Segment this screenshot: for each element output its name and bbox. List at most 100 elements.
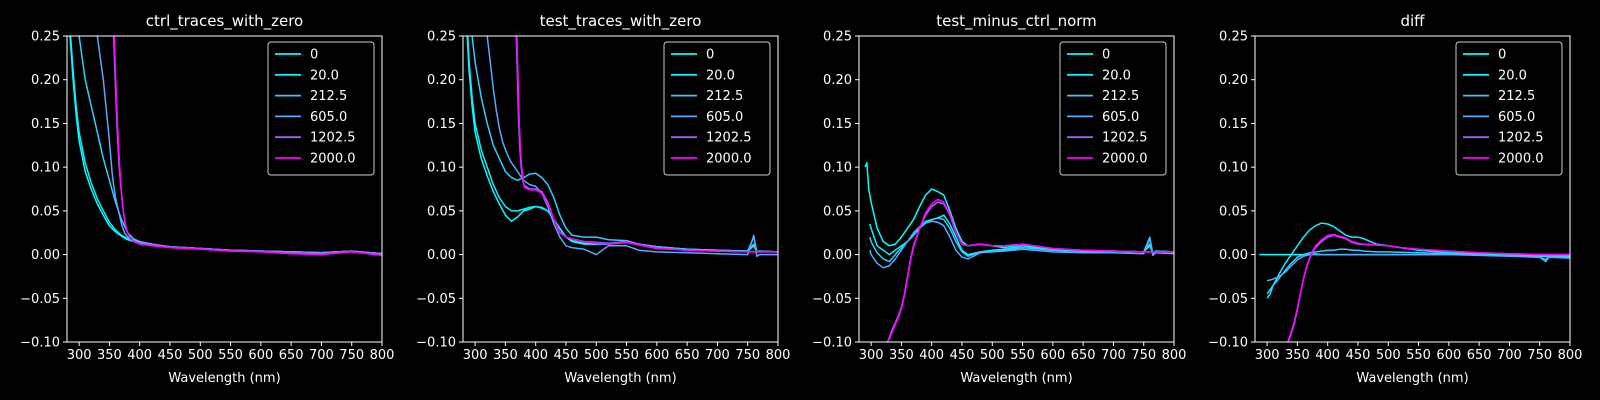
x-tick-label: 750 (339, 348, 364, 363)
series-line-2 (471, 36, 778, 253)
x-tick-label: 800 (766, 348, 791, 363)
x-tick-label: 550 (1010, 348, 1035, 363)
x-tick-label: 350 (97, 348, 122, 363)
x-tick-label: 650 (279, 348, 304, 363)
x-tick-label: 400 (127, 348, 152, 363)
x-tick-label: 700 (309, 348, 334, 363)
axes-frame (66, 35, 383, 343)
x-tick-label: 600 (248, 348, 273, 363)
legend: 0 20.0 212.5 605.0 1202.5 2000.0 (267, 41, 375, 176)
legend: 0 20.0 212.5 605.0 1202.5 2000.0 (1059, 41, 1167, 176)
y-tick-label: −0.10 (20, 336, 60, 351)
axes-frame (1254, 35, 1571, 343)
y-tick-label: 0.20 (427, 73, 456, 88)
x-tick-label: 400 (1315, 348, 1340, 363)
x-tick-label: 600 (644, 348, 669, 363)
series-line-5 (1286, 233, 1570, 342)
chart-title: test_minus_ctrl_norm (936, 12, 1097, 31)
y-tick-label: 0.05 (31, 204, 60, 219)
series-line-5 (516, 36, 778, 253)
y-tick-label: 0.15 (31, 117, 60, 132)
x-tick-label: 600 (1436, 348, 1461, 363)
x-tick-label: 300 (859, 348, 884, 363)
chart-title: test_traces_with_zero (540, 12, 702, 31)
legend-label-5: 2000.0 (706, 152, 752, 167)
y-tick-label: 0.20 (823, 73, 852, 88)
x-tick-label: 300 (463, 348, 488, 363)
chart-panel-1: 300 350 400 450 500 550 600 650 700 750 800 −0.10 −0… (20, 12, 394, 386)
series-line-3 (486, 36, 778, 258)
legend-label-3: 605.0 (706, 110, 743, 125)
y-tick-label: −0.05 (416, 292, 456, 307)
legend-label-2: 212.5 (1102, 89, 1139, 104)
series-line-5 (113, 36, 382, 257)
x-tick-label: 800 (1162, 348, 1187, 363)
y-tick-label: 0.00 (427, 248, 456, 263)
legend: 0 20.0 212.5 605.0 1202.5 2000.0 (1455, 41, 1563, 176)
legend-label-4: 1202.5 (706, 131, 752, 146)
y-tick-label: 0.00 (823, 248, 852, 263)
x-tick-label: 750 (1131, 348, 1156, 363)
y-tick-label: 0.25 (1219, 30, 1248, 45)
x-tick-label: 650 (675, 348, 700, 363)
y-tick-label: 0.10 (31, 161, 60, 176)
chart-title: diff (1400, 12, 1425, 30)
legend-label-0: 0 (1498, 48, 1506, 63)
series-lines (466, 36, 778, 258)
y-tick-label: 0.10 (1219, 161, 1248, 176)
y-tick-label: 0.05 (823, 204, 852, 219)
y-tick-label: −0.05 (812, 292, 852, 307)
x-tick-label: 650 (1071, 348, 1096, 363)
x-tick-label: 400 (919, 348, 944, 363)
chart-title: ctrl_traces_with_zero (146, 12, 303, 31)
legend-label-0: 0 (310, 48, 318, 63)
legend-label-2: 212.5 (1498, 89, 1535, 104)
legend: 0 20.0 212.5 605.0 1202.5 2000.0 (663, 41, 771, 176)
y-tick-label: 0.10 (427, 161, 456, 176)
legend-label-5: 2000.0 (1102, 152, 1148, 167)
y-tick-label: −0.10 (812, 336, 852, 351)
legend-label-5: 2000.0 (310, 152, 356, 167)
legend-label-1: 20.0 (706, 68, 735, 83)
x-tick-label: 500 (980, 348, 1005, 363)
x-tick-label: 550 (1406, 348, 1431, 363)
x-tick-label: 500 (188, 348, 213, 363)
x-tick-label: 550 (218, 348, 243, 363)
x-axis-label: Wavelength (nm) (564, 371, 676, 386)
legend-label-1: 20.0 (1102, 68, 1131, 83)
legend-label-1: 20.0 (310, 68, 339, 83)
series-line-2 (1266, 248, 1570, 295)
x-tick-label: 800 (1558, 348, 1583, 363)
x-tick-label: 500 (1376, 348, 1401, 363)
x-tick-label: 750 (1527, 348, 1552, 363)
y-tick-label: −0.05 (1208, 292, 1248, 307)
y-tick-label: −0.10 (1208, 336, 1248, 351)
legend-label-3: 605.0 (310, 110, 347, 125)
series-lines (69, 36, 382, 257)
chart-panel-3: 300 350 400 450 500 550 600 650 700 750 800 −0.10 −0… (812, 12, 1186, 386)
legend-label-1: 20.0 (1498, 68, 1527, 83)
x-tick-label: 400 (523, 348, 548, 363)
y-tick-label: 0.10 (823, 161, 852, 176)
series-line-1 (1266, 222, 1570, 299)
series-line-4 (886, 201, 1174, 342)
x-tick-label: 550 (614, 348, 639, 363)
y-tick-label: 0.15 (1219, 117, 1248, 132)
y-tick-label: 0.25 (823, 30, 852, 45)
legend-label-0: 0 (706, 48, 714, 63)
x-tick-label: 450 (1346, 348, 1371, 363)
x-tick-label: 750 (735, 348, 760, 363)
x-axis-label: Wavelength (nm) (960, 371, 1072, 386)
series-line-5 (886, 198, 1174, 342)
y-tick-label: 0.00 (31, 248, 60, 263)
series-lines (1259, 222, 1570, 342)
series-lines (864, 162, 1174, 342)
legend-label-4: 1202.5 (1102, 131, 1148, 146)
chart-panel-4: 300 350 400 450 500 550 600 650 700 750 800 −0.10 −0… (1208, 12, 1582, 386)
x-tick-label: 450 (950, 348, 975, 363)
x-axis-label: Wavelength (nm) (168, 371, 280, 386)
y-tick-label: −0.05 (20, 292, 60, 307)
x-tick-label: 350 (1285, 348, 1310, 363)
